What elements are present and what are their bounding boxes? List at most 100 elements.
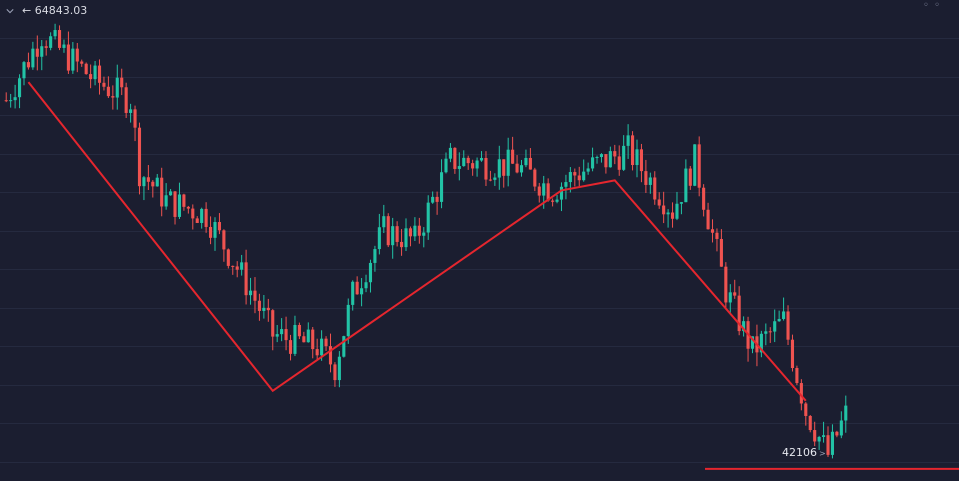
candle-down: [617, 156, 621, 170]
candle-up: [13, 97, 17, 101]
candle-down: [209, 226, 213, 238]
candle-up: [542, 183, 546, 196]
candle-down: [297, 324, 301, 337]
candle-down: [66, 44, 70, 71]
candle-down: [120, 77, 124, 88]
candle-up: [599, 154, 604, 158]
candle-down: [266, 307, 270, 311]
caret-right-icon: >: [819, 449, 826, 458]
candle-up: [213, 222, 217, 238]
candle-down: [471, 163, 475, 169]
candle-down: [133, 109, 137, 128]
candle-down: [257, 300, 261, 311]
candle-up: [426, 202, 430, 233]
candle-down: [799, 383, 803, 404]
candle-up: [373, 249, 377, 263]
candle-down: [697, 144, 701, 188]
candle-up: [53, 30, 57, 37]
candle-up: [22, 62, 26, 79]
candle-down: [173, 191, 177, 217]
candle-down: [160, 177, 164, 207]
candle-down: [724, 266, 728, 303]
candle-down: [733, 292, 737, 296]
candle-down: [719, 238, 723, 267]
candle-down: [657, 199, 661, 206]
candle-up: [93, 65, 97, 80]
candle-up: [431, 196, 435, 203]
candle-down: [386, 216, 390, 246]
candle-down: [737, 295, 741, 332]
candle-up: [404, 228, 408, 248]
candle-down: [484, 157, 488, 180]
candle-up: [830, 431, 835, 455]
candle-up: [582, 171, 586, 181]
candle-down: [573, 172, 577, 176]
candle-up: [524, 157, 528, 166]
candle-down: [44, 46, 48, 48]
left-arrow-icon: ←: [22, 4, 32, 17]
candle-up: [595, 157, 599, 159]
candle-down: [715, 232, 719, 239]
candle-down: [226, 249, 230, 266]
chevron-down-icon[interactable]: [6, 7, 14, 15]
candle-down: [302, 336, 306, 343]
low-price-marker: 42106 >: [782, 446, 826, 459]
candle-up: [817, 436, 821, 442]
candle-down: [528, 157, 532, 170]
candle-up: [568, 172, 572, 183]
candle-up: [142, 177, 146, 187]
candle-down: [644, 171, 648, 185]
candle-down: [253, 290, 257, 301]
high-price-marker: ← 64843.03: [22, 4, 87, 17]
candle-down: [235, 266, 239, 270]
candle-down: [639, 149, 643, 172]
candle-down: [408, 228, 413, 237]
candle-up: [337, 356, 341, 381]
candle-down: [311, 329, 315, 350]
candle-up: [693, 144, 697, 186]
candle-down: [706, 209, 710, 230]
candle-down: [515, 163, 519, 173]
candle-up: [782, 311, 786, 319]
candle-up: [377, 227, 381, 250]
more-options-icon[interactable]: ◦ ◦: [923, 0, 941, 11]
candle-down: [4, 100, 8, 102]
candle-down: [662, 205, 666, 215]
chart-header: ← 64843.03: [6, 4, 87, 17]
candle-up: [306, 329, 310, 343]
candle-up: [444, 158, 448, 173]
candle-down: [813, 430, 817, 442]
candle-down: [551, 200, 555, 202]
high-price-label: 64843.03: [34, 4, 88, 17]
candle-up: [177, 194, 182, 217]
candle-up: [773, 321, 777, 332]
candle-down: [80, 61, 84, 64]
candle-up: [115, 77, 119, 98]
candle-up: [391, 226, 395, 246]
candle-down: [786, 311, 790, 340]
candle-down: [182, 194, 186, 207]
candle-up: [280, 329, 284, 335]
candle-up: [155, 177, 159, 187]
candle-down: [502, 159, 506, 176]
trend-line[interactable]: [27, 81, 807, 402]
candle-down: [631, 135, 635, 166]
candle-up: [759, 333, 763, 353]
candle-up: [635, 149, 639, 166]
candle-down: [124, 87, 128, 113]
candle-up: [382, 216, 386, 228]
candle-up: [626, 135, 630, 146]
candle-down: [653, 177, 657, 200]
low-price-label: 42106: [782, 446, 817, 459]
candle-down: [533, 169, 537, 187]
candle-down: [826, 435, 830, 455]
candle-down: [75, 48, 79, 62]
candle-up: [764, 331, 768, 334]
candle-up: [555, 199, 559, 202]
candle-up: [320, 338, 324, 356]
candle-up: [844, 405, 848, 421]
candles: [4, 23, 848, 459]
candle-down: [35, 48, 39, 57]
